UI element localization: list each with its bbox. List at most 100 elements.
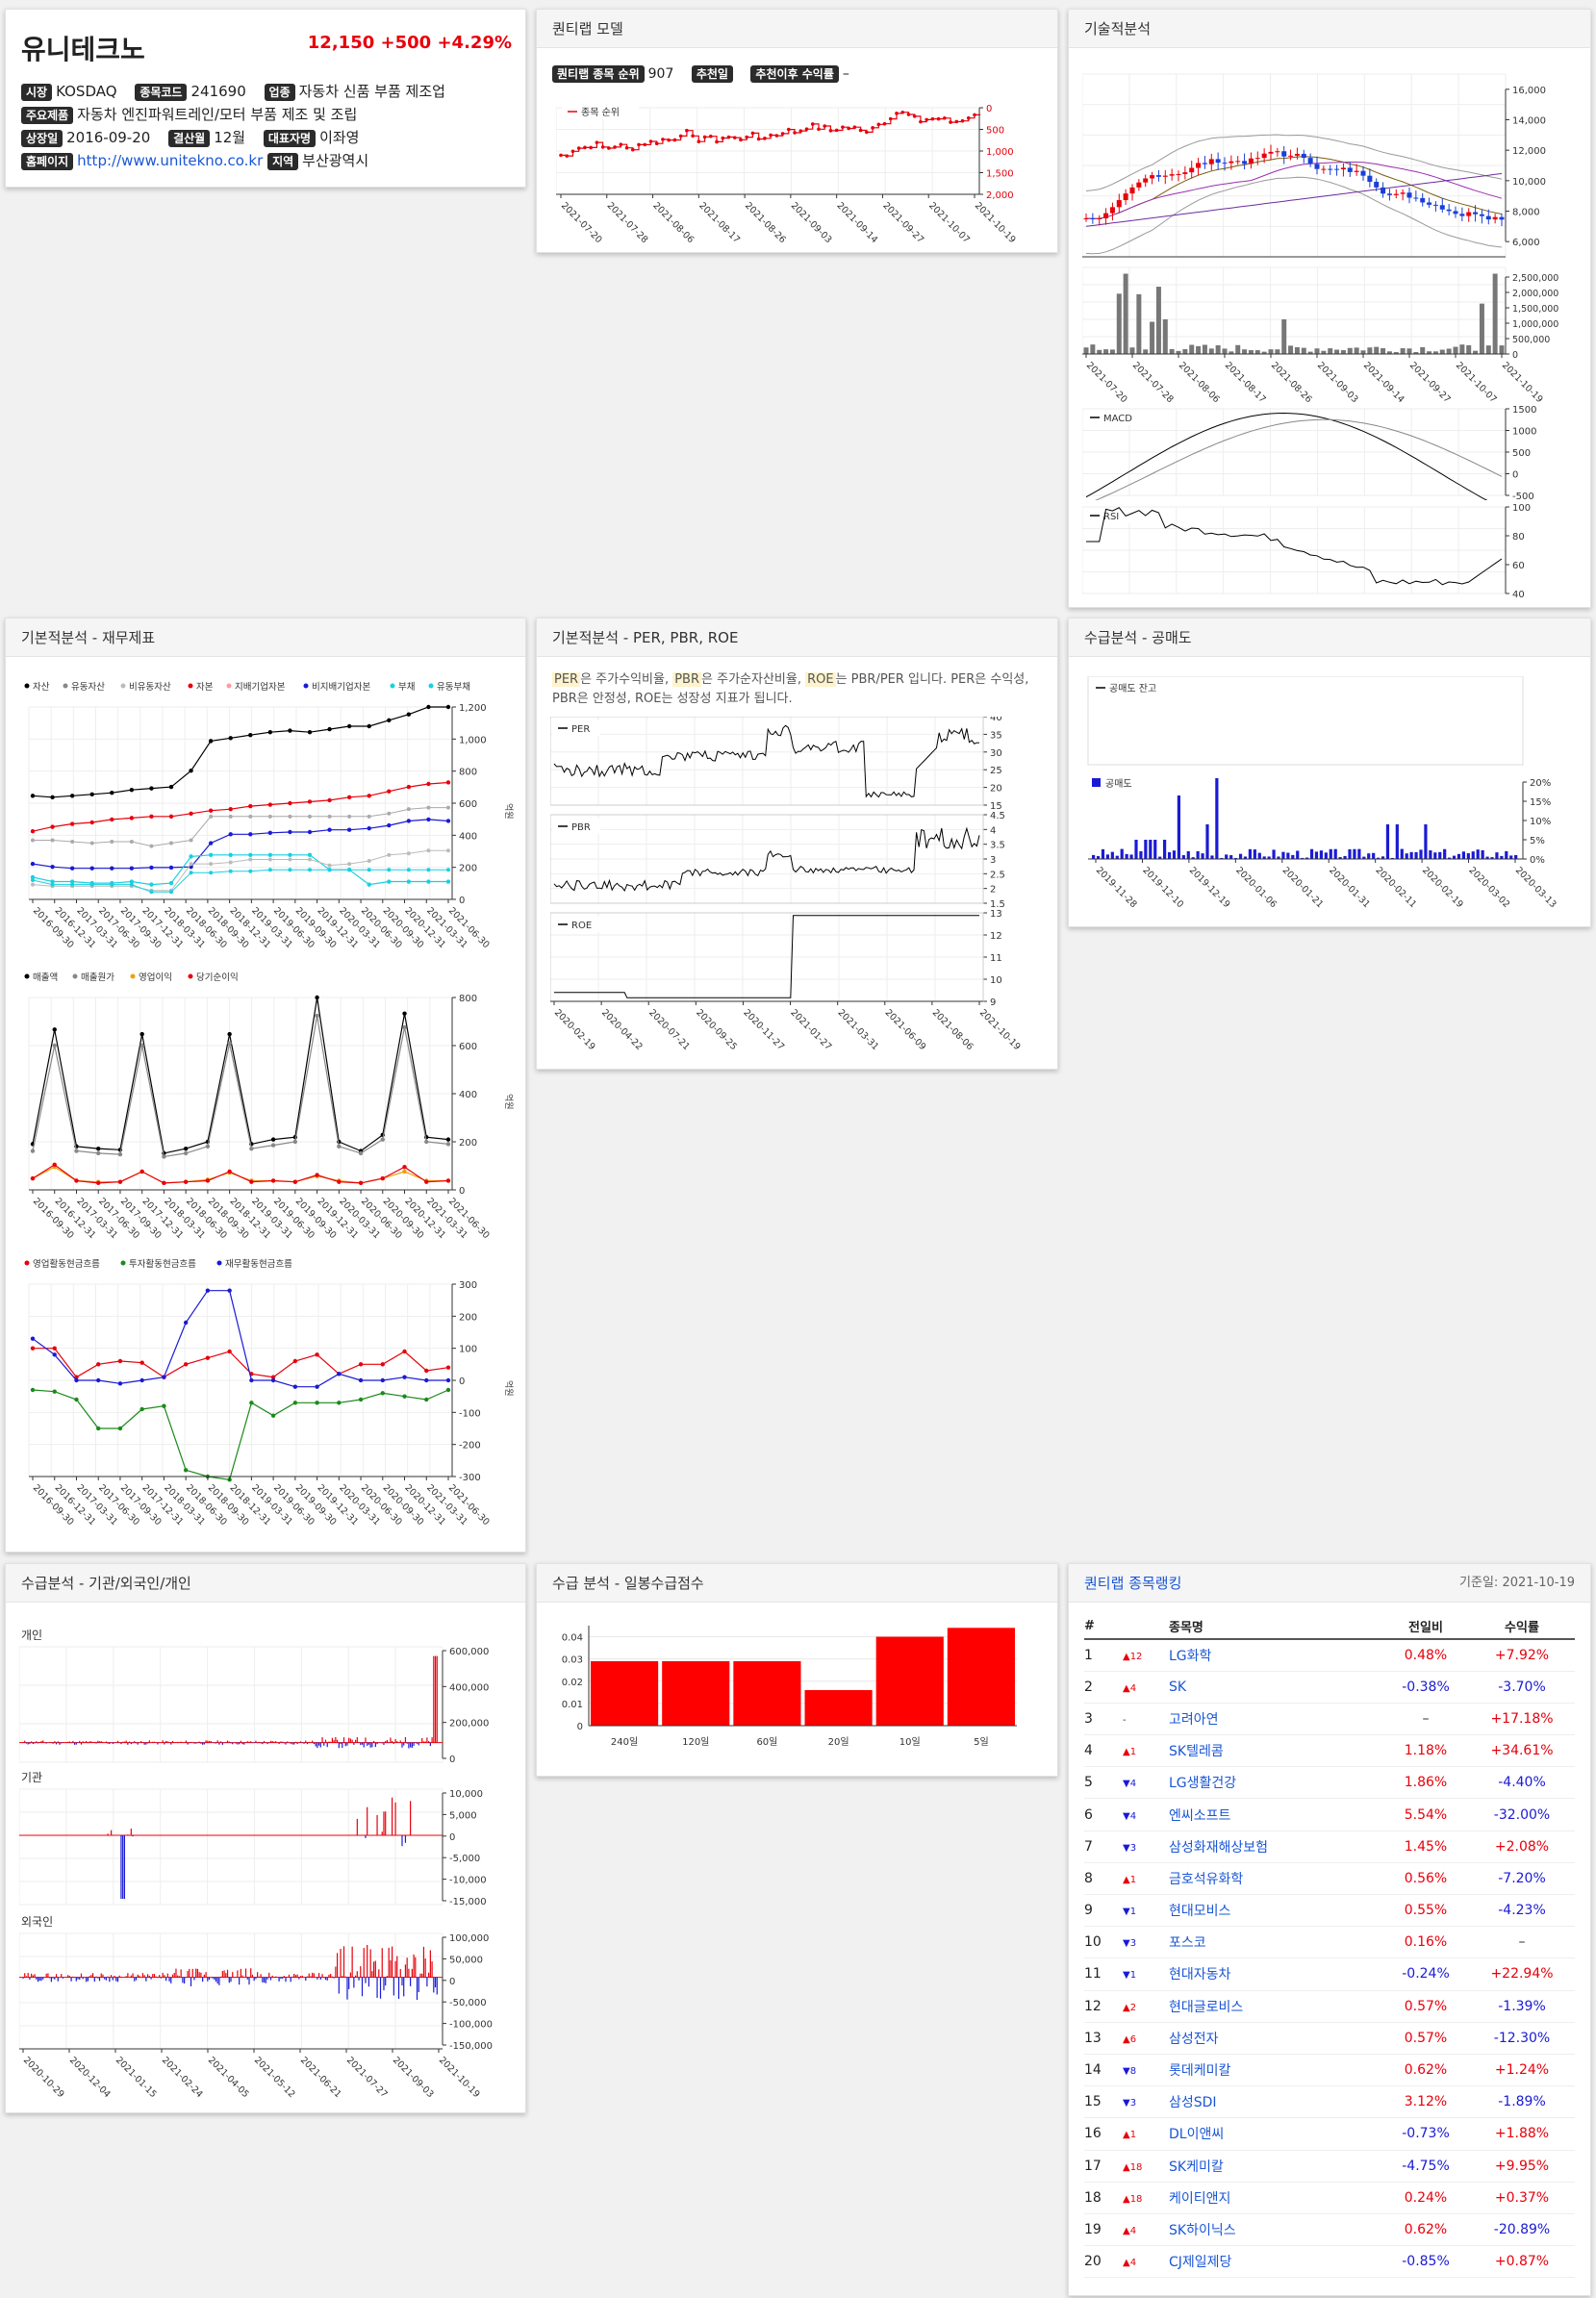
- short-bar: [1485, 856, 1489, 859]
- stock-link[interactable]: 삼성화재해상보험: [1169, 1839, 1269, 1856]
- table-row[interactable]: 3- 고려아연 – +17.18%: [1084, 1703, 1575, 1735]
- quant-rank-point: [930, 116, 935, 121]
- fund-is-series-point: [52, 1162, 57, 1168]
- stock-link[interactable]: 금호석유화학: [1169, 1871, 1244, 1887]
- short-bar: [1338, 857, 1342, 859]
- tech-volume-bar: [1473, 350, 1479, 354]
- table-row[interactable]: 2 ▲4 SK -0.38% -3.70%: [1084, 1671, 1575, 1704]
- table-row[interactable]: 12 ▲2 현대글로비스 0.57% -1.39%: [1084, 1990, 1575, 2023]
- quant-model-title: 퀀티랩 모델: [537, 10, 1057, 48]
- fund-bs-series-line: [32, 819, 449, 870]
- table-row[interactable]: 17 ▲18 SK케미칼 -4.75% +9.95%: [1084, 2150, 1575, 2183]
- short-tick-label: 0%: [1530, 855, 1545, 866]
- tech-volume-bar: [1459, 344, 1465, 354]
- short-bar: [1153, 840, 1157, 859]
- inv-xtick-label: 2021-02-24: [160, 2055, 205, 2100]
- return-cell: -4.40%: [1498, 1775, 1546, 1791]
- stock-link[interactable]: LG화학: [1169, 1648, 1212, 1664]
- stock-link[interactable]: 현대자동차: [1169, 1967, 1231, 1983]
- fund-bs-series-point: [168, 784, 174, 790]
- table-row[interactable]: 19 ▲4 SK하이닉스 0.62% -20.89%: [1084, 2213, 1575, 2246]
- tech-volume-bar: [1354, 347, 1359, 354]
- stock-link[interactable]: 케이티앤지: [1169, 2190, 1231, 2207]
- fund-bs-extra-point: [209, 871, 214, 875]
- quant-rank-point: [691, 134, 695, 139]
- short-bar: [1234, 857, 1238, 859]
- stock-link[interactable]: 고려아연: [1169, 1711, 1219, 1728]
- table-row[interactable]: 16 ▲1 DL이앤씨 -0.73% +1.88%: [1084, 2118, 1575, 2150]
- tech-candle-body: [1432, 204, 1438, 206]
- stock-link[interactable]: SK케미칼: [1169, 2159, 1224, 2175]
- short-bar: [1167, 851, 1172, 859]
- fund-bs-extra-point: [31, 838, 35, 843]
- homepage-tag: 홈페이지: [21, 153, 74, 170]
- stock-link[interactable]: SK하이닉스: [1169, 2222, 1236, 2238]
- tech-candle-body: [1229, 161, 1234, 164]
- stock-name-cell: 케이티앤지: [1169, 2182, 1382, 2213]
- fund-is-series-point: [424, 1139, 429, 1145]
- table-row[interactable]: 7 ▼3 삼성화재해상보험 1.45% +2.08%: [1084, 1831, 1575, 1863]
- fund-bs-series-point: [110, 791, 114, 795]
- fund-bs-extra-point: [327, 868, 332, 872]
- table-row[interactable]: 18 ▲18 케이티앤지 0.24% +0.37%: [1084, 2182, 1575, 2214]
- fund-bs-extra-point: [288, 868, 292, 872]
- code-tag: 종목코드: [135, 84, 188, 101]
- stock-link[interactable]: LG생활건강: [1169, 1776, 1237, 1792]
- short-bar: [1400, 848, 1404, 859]
- stock-link[interactable]: CJ제일제당: [1169, 2255, 1232, 2271]
- fund-bs-extra-line: [33, 807, 448, 847]
- tech-volume-bar: [1155, 287, 1161, 354]
- fund-is-series-point: [183, 1146, 189, 1151]
- table-row[interactable]: 8 ▲1 금호석유화학 0.56% -7.20%: [1084, 1862, 1575, 1895]
- stock-link[interactable]: 현대모비스: [1169, 1904, 1231, 1920]
- stock-name-cell: 롯데케미칼: [1169, 2054, 1382, 2085]
- short-bar: [1257, 852, 1261, 859]
- table-row[interactable]: 5 ▼4 LG생활건강 1.86% -4.40%: [1084, 1767, 1575, 1799]
- stock-link[interactable]: 삼성전자: [1169, 2031, 1219, 2047]
- table-row[interactable]: 15 ▼3 삼성SDI 3.12% -1.89%: [1084, 2086, 1575, 2118]
- quant-rank-point: [697, 139, 701, 143]
- fund-is-legend-label: 당기순이익: [196, 972, 239, 983]
- fund-is-series-point: [96, 1150, 101, 1156]
- stock-link[interactable]: 삼성SDI: [1169, 2095, 1217, 2111]
- info-row-3: 상장일 2016-09-20 결산월 12월 대표자명 이좌영: [21, 127, 372, 147]
- fund-bs-series-point: [267, 729, 273, 735]
- short-bar: [1096, 856, 1101, 859]
- fund-cf-series-point: [315, 1384, 319, 1389]
- fund-is-series-point: [402, 1011, 407, 1016]
- table-row[interactable]: 14 ▼8 롯데케미칼 0.62% +1.24%: [1084, 2054, 1575, 2086]
- rank-move: ▲1: [1123, 1747, 1137, 1758]
- stock-link[interactable]: 현대글로비스: [1169, 1999, 1244, 2015]
- quant-rank-point: [834, 128, 839, 133]
- fund-bs-series-point: [149, 786, 154, 791]
- stock-link[interactable]: 엔씨소프트: [1169, 1807, 1231, 1824]
- quant-rank-point: [810, 122, 815, 126]
- fund-is-series-point: [96, 1146, 101, 1151]
- supply-bar: [947, 1628, 1015, 1726]
- table-row[interactable]: 9 ▼1 현대모비스 0.55% -4.23%: [1084, 1895, 1575, 1927]
- tech-ma20: [1085, 156, 1503, 219]
- ranking-card: 퀀티랩 종목랭킹 기준일: 2021-10-19 # 종목명 전일비 수익률 1…: [1068, 1563, 1591, 2296]
- table-row[interactable]: 10 ▼3 포스코 0.16% –: [1084, 1927, 1575, 1958]
- val-per-tick-label: 35: [990, 730, 1002, 741]
- fund-cf-tick-label: 0: [459, 1376, 465, 1387]
- short-bar: [1149, 840, 1153, 859]
- market-tag: 시장: [21, 84, 53, 101]
- stock-link[interactable]: SK텔레콤: [1169, 1744, 1224, 1760]
- table-row[interactable]: 11 ▼1 현대자동차 -0.24% +22.94%: [1084, 1958, 1575, 1991]
- fund-bs-series-point: [30, 861, 36, 867]
- table-row[interactable]: 13 ▲6 삼성전자 0.57% -12.30%: [1084, 2022, 1575, 2055]
- stock-link[interactable]: 포스코: [1169, 1935, 1206, 1952]
- stock-link[interactable]: DL이앤씨: [1169, 2127, 1225, 2143]
- fund-is-series-point: [270, 1143, 276, 1148]
- ranking-header: 퀀티랩 종목랭킹 기준일: 2021-10-19: [1069, 1564, 1590, 1603]
- homepage-link[interactable]: http://www.unitekno.co.kr: [77, 152, 264, 169]
- short-bar: [1329, 848, 1332, 859]
- stock-link[interactable]: 롯데케미칼: [1169, 2063, 1231, 2080]
- table-row[interactable]: 6 ▼4 엔씨소프트 5.54% -32.00%: [1084, 1799, 1575, 1831]
- inv-xtick-label: 2020-10-29: [21, 2055, 66, 2100]
- table-row[interactable]: 4 ▲1 SK텔레콤 1.18% +34.61%: [1084, 1735, 1575, 1767]
- table-row[interactable]: 20 ▲4 CJ제일제당 -0.85% +0.87%: [1084, 2246, 1575, 2278]
- table-row[interactable]: 1 ▲12 LG화학 0.48% +7.92%: [1084, 1639, 1575, 1672]
- stock-link[interactable]: SK: [1169, 1679, 1187, 1695]
